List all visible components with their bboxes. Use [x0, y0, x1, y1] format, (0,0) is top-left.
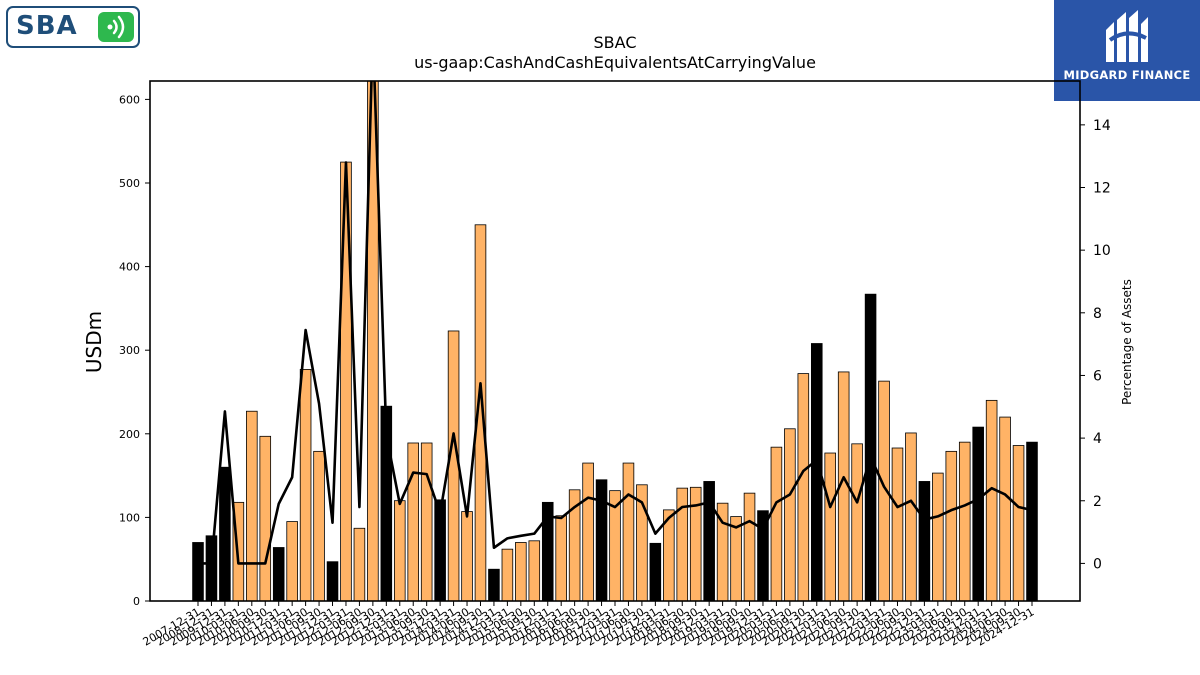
y2-axis-label: Percentage of Assets [1120, 279, 1134, 405]
sba-logo-text: SBA [16, 11, 78, 41]
bar-2010-09-30 [259, 435, 272, 601]
y-tick-label: 500 [119, 177, 140, 190]
bar-2021-03-31 [824, 452, 837, 601]
y2-tick-label: 2 [1093, 494, 1102, 510]
bar-2020-03-31 [770, 446, 783, 601]
bar-2024-06-30 [999, 416, 1011, 601]
bar-2019-03-31 [716, 502, 729, 601]
y-tick-label: 300 [119, 344, 140, 357]
bar-2014-03-31 [447, 330, 460, 601]
chart-title: SBAC [594, 33, 637, 52]
y-tick-label: 200 [119, 428, 140, 441]
bar-2024-03-31 [985, 399, 998, 601]
bar-2015-09-30 [528, 540, 541, 601]
percentage-line [198, 81, 1033, 565]
midgard-finance-logo: MIDGARD FINANCE [1054, 0, 1200, 101]
midgard-logo-text: MIDGARD FINANCE [1063, 68, 1191, 82]
bar-2008-12-31 [205, 535, 218, 601]
bar-2022-06-30 [891, 447, 904, 601]
y2-tick-label: 4 [1093, 431, 1102, 447]
bar-2015-12-31 [541, 501, 554, 601]
bar-2020-09-30 [797, 373, 810, 601]
bar-2014-12-31 [488, 568, 500, 601]
bar-2018-12-31 [703, 481, 715, 601]
bar-2016-09-30 [582, 462, 594, 601]
bar-2010-12-31 [272, 547, 285, 601]
bar-2011-09-30 [313, 450, 325, 601]
y2-tick-label: 12 [1093, 181, 1111, 197]
bar-2024-12-31 [1026, 441, 1038, 601]
bar-2022-09-30 [905, 432, 917, 601]
bar-2017-06-30 [622, 462, 635, 601]
bar-2009-12-31 [219, 466, 231, 601]
bar-2020-06-30 [784, 428, 796, 601]
bar-2013-09-30 [420, 442, 433, 601]
bar-2011-03-31 [286, 521, 298, 601]
signal-icon [98, 12, 134, 42]
bar-2011-12-31 [326, 561, 339, 601]
bar-2018-06-30 [676, 487, 689, 601]
y-tick-label: 600 [119, 93, 140, 106]
bar-2016-12-31 [595, 479, 608, 601]
bar-2023-12-31 [972, 426, 984, 601]
bar-2014-06-30 [461, 511, 473, 601]
bar-2013-03-31 [393, 500, 406, 601]
bar-2024-09-30 [1012, 445, 1025, 601]
bar-2022-03-31 [878, 380, 890, 601]
bars-group [192, 81, 1038, 601]
bar-2021-09-30 [851, 443, 863, 601]
bar-2020-12-31 [810, 343, 823, 601]
sba-logo: SBA [6, 6, 140, 48]
axes-group: 0100200300400500600024681012142007-12-31… [119, 80, 1111, 649]
y2-tick-label: 10 [1093, 243, 1111, 259]
y-axis-label: USDm [82, 311, 106, 373]
bar-2019-06-30 [730, 516, 742, 601]
bar-2016-03-31 [555, 515, 567, 601]
bar-2011-06-30 [299, 369, 312, 601]
bar-2019-09-30 [743, 492, 756, 601]
bar-2017-09-30 [636, 484, 648, 601]
y2-tick-label: 8 [1093, 306, 1102, 322]
bar-2007-12-31 [192, 542, 204, 601]
bar-2021-12-31 [864, 293, 877, 601]
bar-2013-06-30 [407, 442, 420, 601]
y2-tick-label: 0 [1093, 556, 1102, 572]
bar-2016-06-30 [568, 489, 581, 601]
y2-tick-label: 14 [1093, 118, 1111, 134]
bar-2010-06-30 [246, 410, 258, 601]
bar-2023-09-30 [958, 441, 971, 601]
bar-2023-03-31 [932, 472, 944, 601]
bar-2013-12-31 [434, 499, 446, 601]
bar-2022-12-31 [918, 481, 931, 601]
midgard-emblem-icon [1106, 10, 1148, 62]
line-group [198, 81, 1033, 565]
bar-2015-06-30 [515, 542, 527, 601]
y2-tick-label: 6 [1093, 368, 1102, 384]
chart-subtitle: us-gaap:CashAndCashEquivalentsAtCarrying… [414, 53, 816, 72]
bar-2017-12-31 [649, 542, 662, 601]
y-tick-label: 100 [119, 511, 140, 524]
y-tick-label: 0 [133, 595, 140, 608]
bar-2012-06-30 [353, 527, 366, 601]
bar-2023-06-30 [945, 450, 958, 601]
bar-2015-03-31 [501, 548, 514, 601]
y-tick-label: 400 [119, 261, 140, 274]
